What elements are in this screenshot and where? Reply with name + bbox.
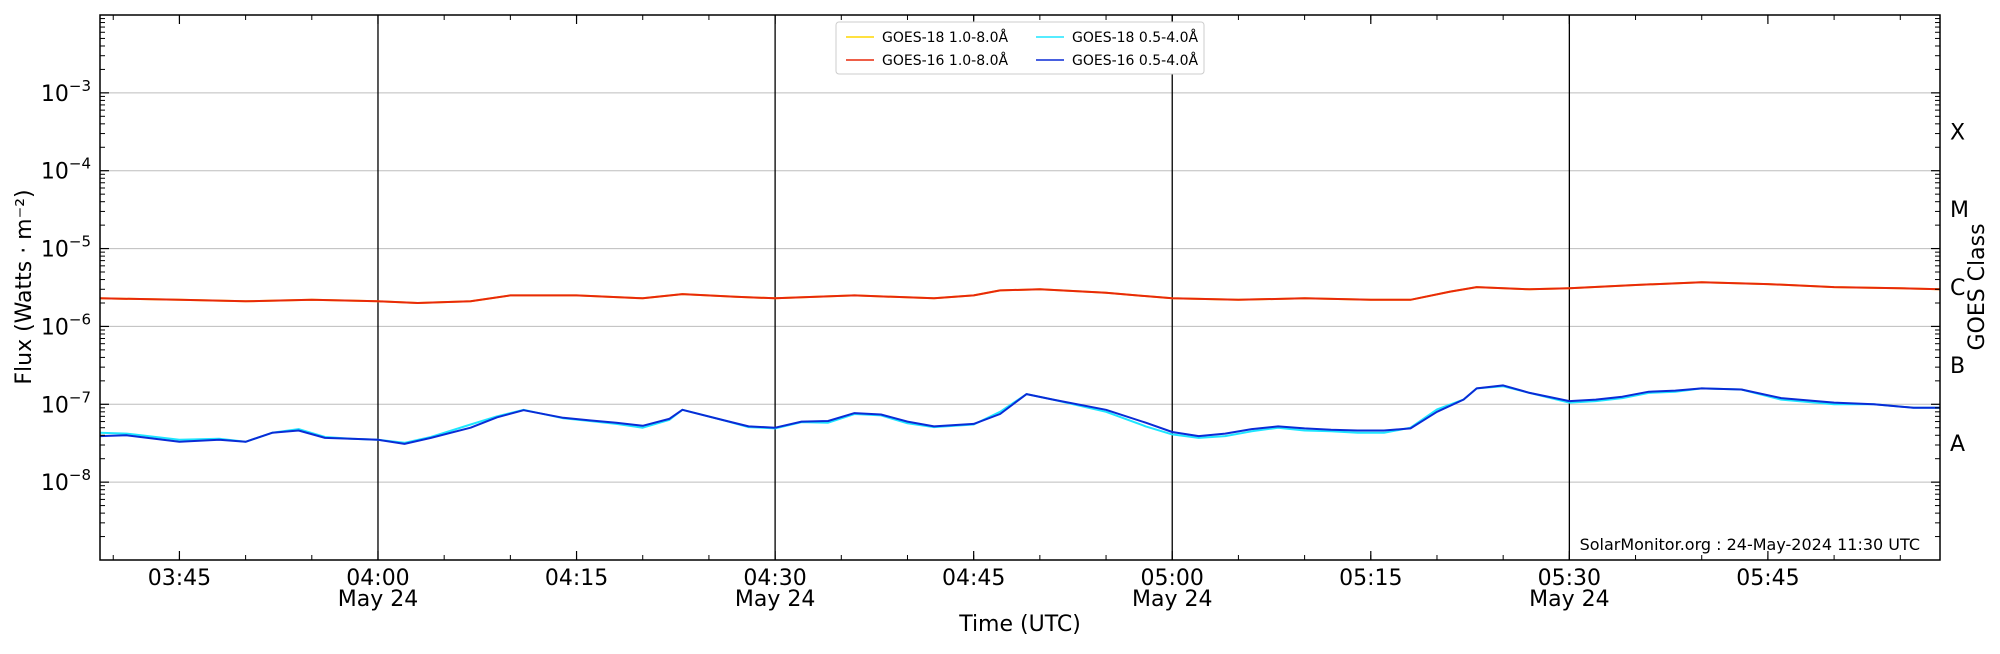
legend-label: GOES-16 1.0-8.0Å bbox=[882, 52, 1008, 69]
goes-class-label: C bbox=[1950, 276, 1965, 301]
x-tick-date-label: May 24 bbox=[735, 587, 815, 612]
y-tick-label: 10−6 bbox=[41, 310, 91, 340]
x-tick-label: 04:15 bbox=[545, 566, 608, 591]
x-tick-date-label: May 24 bbox=[338, 587, 418, 612]
x-tick-label: 03:45 bbox=[148, 566, 211, 591]
series-layer bbox=[99, 281, 1941, 445]
series-line bbox=[99, 281, 1941, 304]
legend-label: GOES-18 0.5-4.0Å bbox=[1072, 29, 1198, 46]
credit-text: SolarMonitor.org : 24-May-2024 11:30 UTC bbox=[1580, 535, 1920, 554]
plot-frame bbox=[99, 14, 1941, 561]
x-tick-date-label: May 24 bbox=[1132, 587, 1212, 612]
x-tick-label: 04:30 bbox=[743, 566, 806, 591]
x-axis-title: Time (UTC) bbox=[958, 612, 1081, 637]
legend: GOES-18 1.0-8.0Å GOES-16 1.0-8.0Å GOES-18 … bbox=[835, 21, 1205, 75]
legend-label: GOES-16 0.5-4.0Å bbox=[1072, 52, 1198, 69]
goes-class-label: A bbox=[1950, 432, 1965, 457]
x-tick-label: 05:00 bbox=[1141, 566, 1204, 591]
x-tick-label: 04:00 bbox=[346, 566, 409, 591]
series-line bbox=[99, 384, 1940, 445]
vertical-markers-layer bbox=[377, 15, 1571, 560]
goes-class-labels: A B C M X bbox=[1950, 120, 1969, 456]
legend-box bbox=[835, 21, 1205, 75]
y-axis-title: Flux (Watts · m⁻²) bbox=[12, 189, 37, 384]
legend-label: GOES-18 1.0-8.0Å bbox=[882, 29, 1008, 46]
y2-axis-title: GOES Class bbox=[1965, 223, 1990, 350]
grid-layer bbox=[100, 92, 1940, 483]
y-tick-label: 10−3 bbox=[41, 77, 91, 107]
x-tick-label: 04:45 bbox=[942, 566, 1005, 591]
series-line bbox=[99, 281, 1941, 304]
x-tick-date-label: May 24 bbox=[1529, 587, 1609, 612]
y-tick-label: 10−4 bbox=[41, 155, 91, 185]
x-tick-label: 05:30 bbox=[1538, 566, 1601, 591]
x-tick-label: 05:15 bbox=[1339, 566, 1402, 591]
x-tick-label: 05:45 bbox=[1736, 566, 1799, 591]
y-tick-label: 10−5 bbox=[41, 233, 91, 263]
goes-class-label: B bbox=[1950, 354, 1965, 379]
y-tick-labels: 10−8 10−7 10−6 10−5 10−4 10−3 bbox=[41, 77, 91, 496]
goes-class-label: X bbox=[1950, 120, 1965, 145]
ticks-layer bbox=[100, 15, 1940, 560]
y-tick-label: 10−7 bbox=[41, 388, 91, 418]
series-line bbox=[99, 385, 1940, 444]
y-tick-label: 10−8 bbox=[41, 466, 91, 496]
goes-class-label: M bbox=[1950, 198, 1969, 223]
